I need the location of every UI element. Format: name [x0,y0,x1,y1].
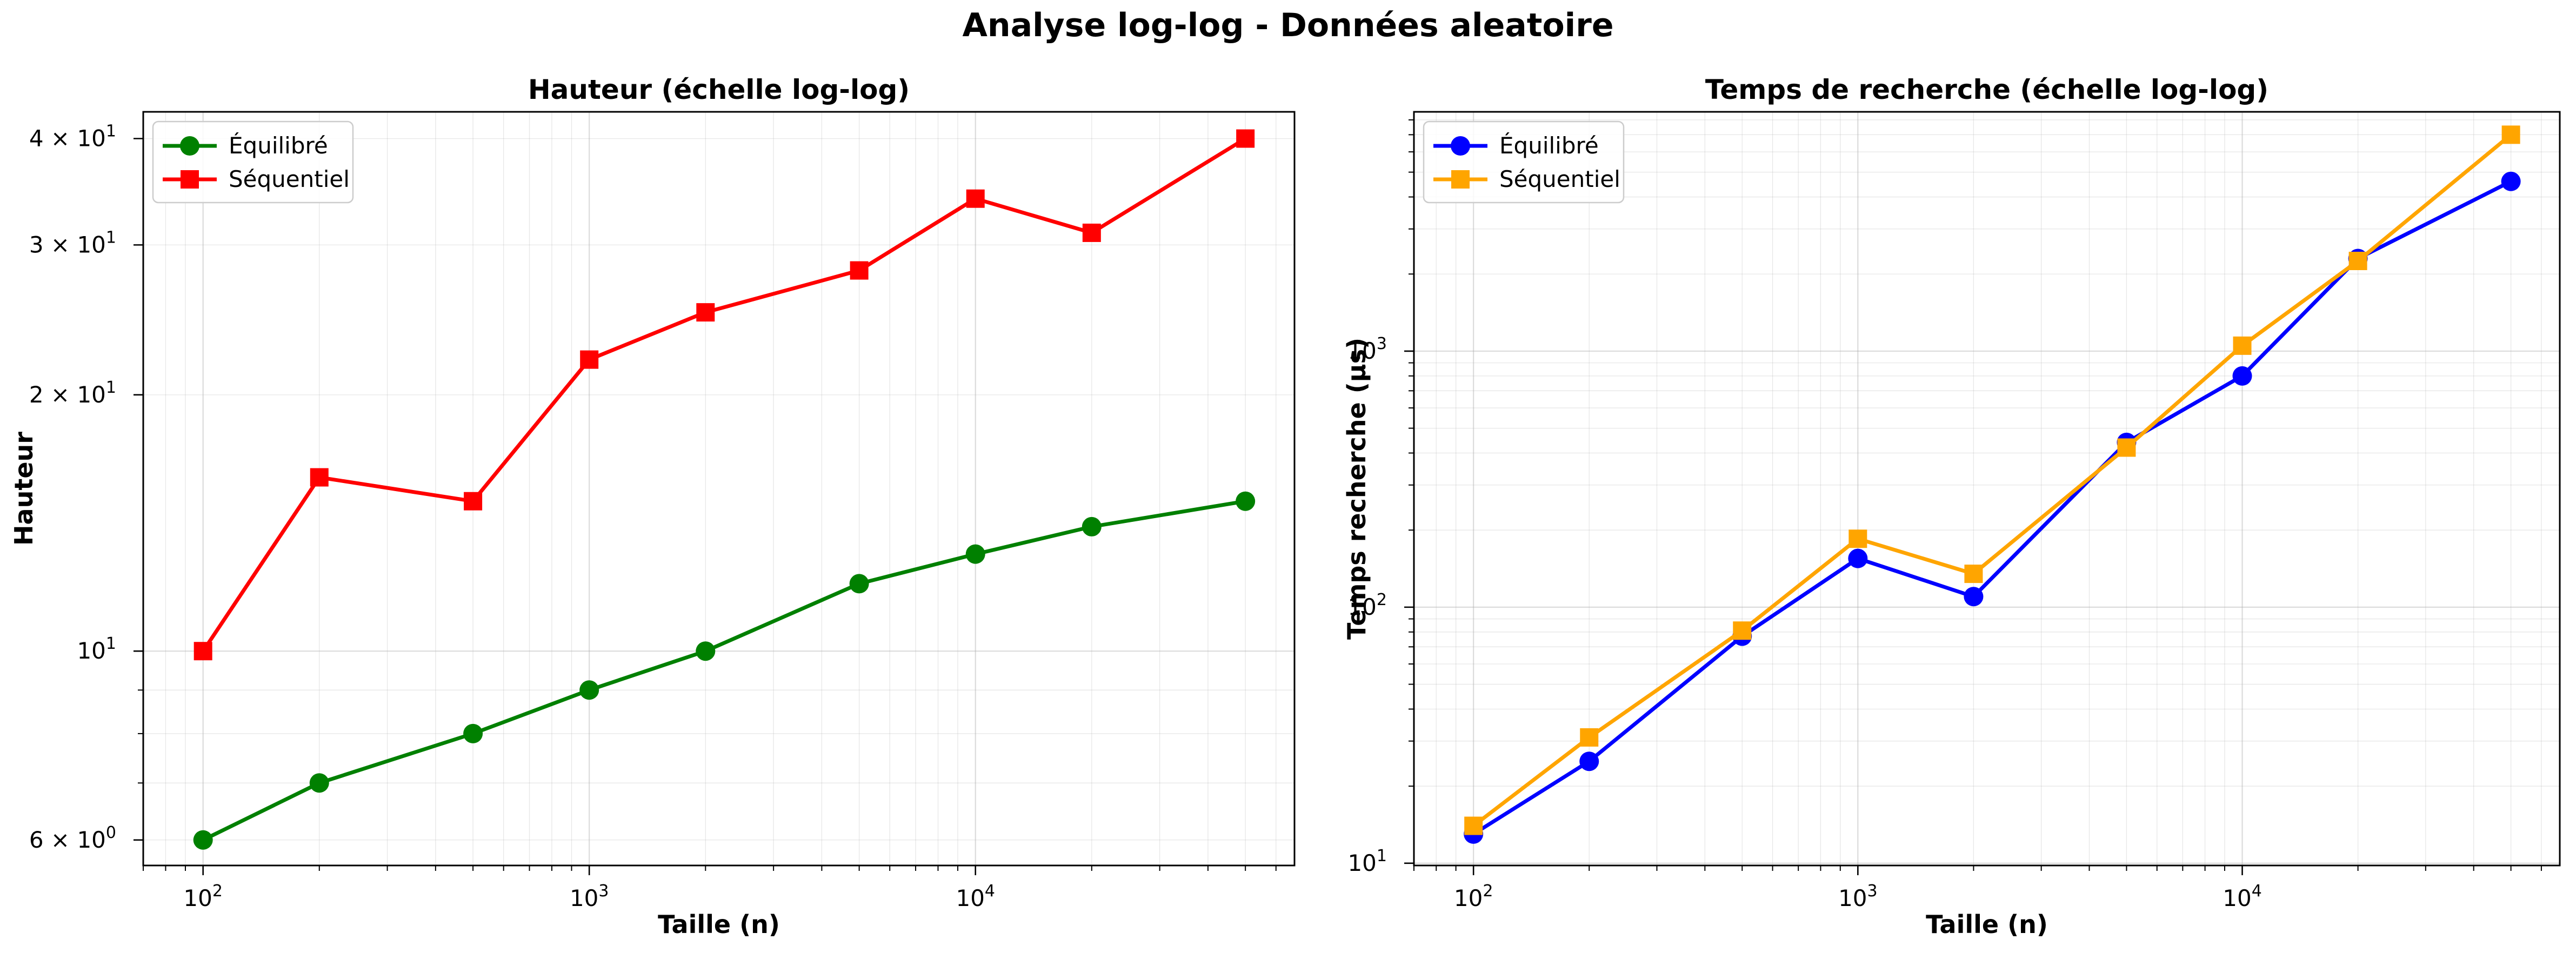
axes-frame [142,111,1296,867]
series-line [1472,179,2512,836]
legend-marker [181,170,199,189]
data-point [2501,125,2520,144]
data-point [464,492,483,511]
legend-marker [180,136,199,156]
series-equilibre [1464,171,2521,844]
figure-title: Analyse log-log - Données aleatoire [962,6,1614,44]
data-point [965,544,985,564]
legend-marker [1451,170,1470,189]
y-axis-label: Hauteur [9,432,38,546]
legend-label: Séquentiel [1499,166,1620,192]
data-point [1964,587,1984,607]
x-tick-label: 103 [1838,882,1878,911]
series-line [1472,133,2512,828]
ticks [134,138,1277,875]
data-point [1848,548,1868,568]
x-tick-label: 102 [183,882,223,911]
series-sequentiel [1464,125,2520,835]
series-sequentiel [193,129,1255,661]
data-point [580,350,599,369]
legend-item-equilibre: Équilibré [163,132,328,159]
data-point [966,189,985,208]
y-tick-label: 2 × 101 [29,378,116,408]
data-point [193,642,212,661]
legend-marker [1451,136,1470,156]
y-tick-label: 3 × 101 [29,228,116,258]
x-tick-label: 104 [956,882,995,911]
y-tick-label: 103 [1347,334,1387,364]
grid [1413,112,2560,865]
x-axis-label: Taille (n) [658,910,780,939]
legend-item-sequentiel: Séquentiel [163,166,350,192]
data-point [1964,565,1983,583]
x-tick-label: 102 [1454,882,1493,911]
legend: Équilibré Séquentiel [152,120,354,204]
data-point [2232,366,2252,386]
data-point [1733,621,1752,640]
data-point [849,574,869,594]
ticks [1404,119,2542,875]
data-point [463,723,483,743]
legend-label: Séquentiel [229,166,350,192]
data-point [1464,816,1483,835]
legend-item-equilibre: Équilibré [1433,132,1599,159]
chart-title: Hauteur (échelle log-log) [528,74,910,105]
axes-frame [1413,111,2561,867]
data-point [2233,336,2252,355]
data-point [2348,251,2367,270]
legend-label: Équilibré [229,132,328,159]
data-point [850,261,869,280]
data-point [696,303,715,322]
grid [143,112,1294,865]
data-point [2117,438,2136,457]
data-point [1082,223,1101,242]
data-point [1236,129,1255,148]
x-tick-label: 104 [2223,882,2262,911]
data-point [696,641,716,661]
y-tick-label: 4 × 101 [29,122,116,151]
data-point [1236,491,1256,511]
legend-label: Équilibré [1499,132,1599,159]
data-point [309,773,329,793]
data-point [1082,516,1102,536]
x-tick-label: 103 [570,882,609,911]
chart-title: Temps de recherche (échelle log-log) [1705,74,2268,105]
legend-box [152,120,354,204]
data-point [1848,529,1867,548]
data-point [1580,728,1599,747]
data-point [579,680,599,700]
data-point [1579,751,1599,771]
legend: Équilibré Séquentiel [1423,120,1625,204]
legend-box [1423,120,1625,204]
data-point [193,830,213,850]
series-equilibre [193,491,1256,850]
y-tick-label: 101 [1347,847,1387,876]
y-tick-label: 102 [1347,590,1387,620]
y-axis-label: Temps recherche (µs) [1342,338,1371,640]
y-tick-label: 6 × 100 [29,823,116,853]
x-axis-label: Taille (n) [1926,910,2048,939]
legend-item-sequentiel: Séquentiel [1433,166,1620,192]
data-point [310,468,329,487]
y-tick-label: 101 [77,634,116,664]
data-point [2501,171,2521,191]
